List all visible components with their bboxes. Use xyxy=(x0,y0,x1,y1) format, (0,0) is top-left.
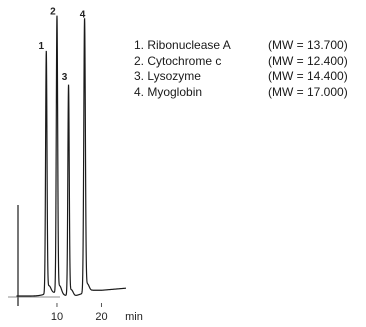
legend-item-mw: (MW = 14.400) xyxy=(268,69,348,84)
chromatogram-trace xyxy=(16,15,127,297)
legend-item-name: 1. Ribonuclease A xyxy=(134,38,231,52)
peak-legend: 1. Ribonuclease A (MW = 13.700) 2. Cytoc… xyxy=(134,38,348,100)
legend-item-mw: (MW = 17.000) xyxy=(268,84,348,99)
x-tick-label: 20 xyxy=(95,311,107,323)
legend-item-name: 4. Myoglobin xyxy=(134,84,203,99)
legend-item-1: 1. Ribonuclease A (MW = 13.700) xyxy=(134,38,348,54)
legend-item-mw: (MW = 12.400) xyxy=(268,53,348,68)
peak-label-1: 1 xyxy=(39,41,45,52)
legend-item-3: 3. Lysozyme (MW = 14.400) xyxy=(134,69,348,85)
peak-label-4: 4 xyxy=(80,9,86,20)
peak-label-2: 2 xyxy=(50,6,56,17)
legend-item-2: 2. Cytochrome c (MW = 12.400) xyxy=(134,54,348,70)
legend-item-name: 3. Lysozyme xyxy=(134,69,201,84)
legend-item-mw: (MW = 13.700) xyxy=(268,38,348,52)
peak-label-3: 3 xyxy=(62,72,68,83)
legend-item-name: 2. Cytochrome c xyxy=(134,53,222,68)
x-axis-unit-label: min xyxy=(125,311,143,323)
legend-item-4: 4. Myoglobin (MW = 17.000) xyxy=(134,85,348,101)
x-tick-label: 10 xyxy=(51,311,63,323)
